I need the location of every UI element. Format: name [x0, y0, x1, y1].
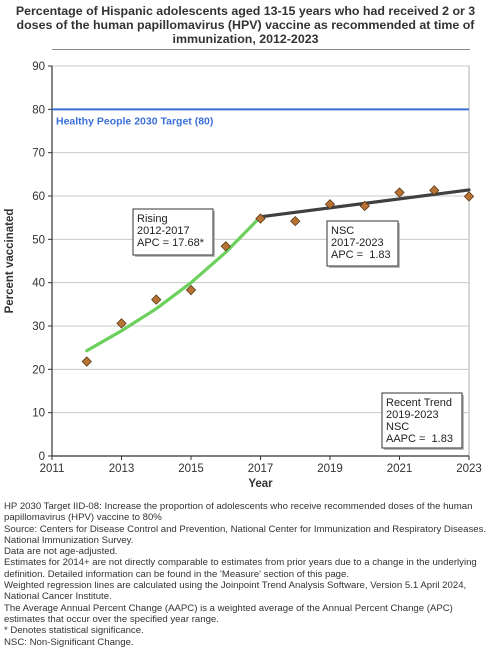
annotation-frame — [132, 208, 214, 256]
data-point — [429, 185, 440, 196]
footnote: NSC: Non-Significant Change. — [4, 636, 134, 648]
annotation-line: 2019-2023 — [386, 409, 439, 421]
annotation-line: NSC — [386, 421, 409, 433]
data-point — [394, 187, 405, 198]
annotation-line: Recent Trend — [386, 397, 452, 409]
y-axis-label: Percent vaccinated — [4, 209, 16, 314]
footnote: HP 2030 Target IID-08: Increase the prop… — [4, 501, 473, 524]
footnote: Estimates for 2014+ are not directly com… — [4, 557, 477, 580]
data-point — [463, 191, 475, 202]
data-point — [255, 213, 266, 224]
x-axis-label: Year — [248, 478, 273, 490]
annotation-line: 2017-2023 — [331, 237, 384, 249]
x-tick-label: 2011 — [40, 463, 65, 475]
annotation-line: APC = 17.68* — [137, 237, 205, 249]
footnote: Weighted regression lines are calculated… — [4, 580, 467, 603]
data-point — [185, 284, 197, 296]
y-tick-label: 10 — [32, 408, 45, 420]
annotation-frame — [381, 392, 463, 449]
data-point — [151, 294, 162, 305]
annotation-line: NSC — [331, 225, 354, 237]
footnote: Source: Centers for Disease Control and … — [4, 523, 487, 546]
footnotes: HP 2030 Target IID-08: Increase the prop… — [4, 501, 488, 648]
y-tick-label: 60 — [32, 191, 45, 203]
annotation-line: Rising — [137, 213, 168, 225]
y-tick-label: 70 — [32, 148, 45, 160]
data-point — [290, 215, 301, 227]
annotation-line: APC = 1.83 — [331, 249, 391, 261]
chart-title: Percentage of Hispanic adolescents aged … — [15, 4, 476, 46]
y-tick-label: 80 — [32, 104, 45, 116]
annotation-line: AAPC = 1.83 — [386, 433, 453, 445]
footnote: * Denotes statistical significance. — [4, 625, 144, 637]
x-tick-label: 2019 — [317, 463, 343, 475]
footnote: Data are not age-adjusted. — [4, 546, 118, 558]
x-tick-label: 2015 — [178, 463, 204, 475]
footnote: The Average Annual Percent Change (AAPC)… — [4, 602, 453, 625]
chart-svg: 0 10 20 30 40 50 60 70 80 90 2011 2013 2015 2017 2019 2… — [4, 61, 482, 490]
y-tick-label: 90 — [32, 61, 45, 73]
data-point — [359, 200, 370, 212]
x-tick-label: 2023 — [456, 463, 482, 475]
x-tick-label: 2021 — [387, 463, 413, 475]
x-tick-label: 2017 — [248, 463, 274, 475]
y-tick-label: 50 — [32, 234, 45, 246]
y-tick-label: 0 — [39, 451, 45, 463]
data-point — [81, 356, 92, 367]
data-point — [116, 318, 127, 329]
annotation-line: 2012-2017 — [137, 225, 190, 237]
y-tick-label: 30 — [32, 321, 45, 333]
annotation-frame — [326, 220, 399, 267]
data-point — [324, 199, 336, 210]
trend-line-1 — [85, 215, 263, 353]
y-tick-label: 40 — [32, 278, 45, 290]
target-label: Healthy People 2030 Target (80) — [56, 115, 213, 127]
data-point — [220, 241, 231, 252]
x-tick-label: 2013 — [109, 463, 135, 475]
y-tick-label: 20 — [32, 364, 45, 376]
title-divider — [52, 49, 470, 50]
